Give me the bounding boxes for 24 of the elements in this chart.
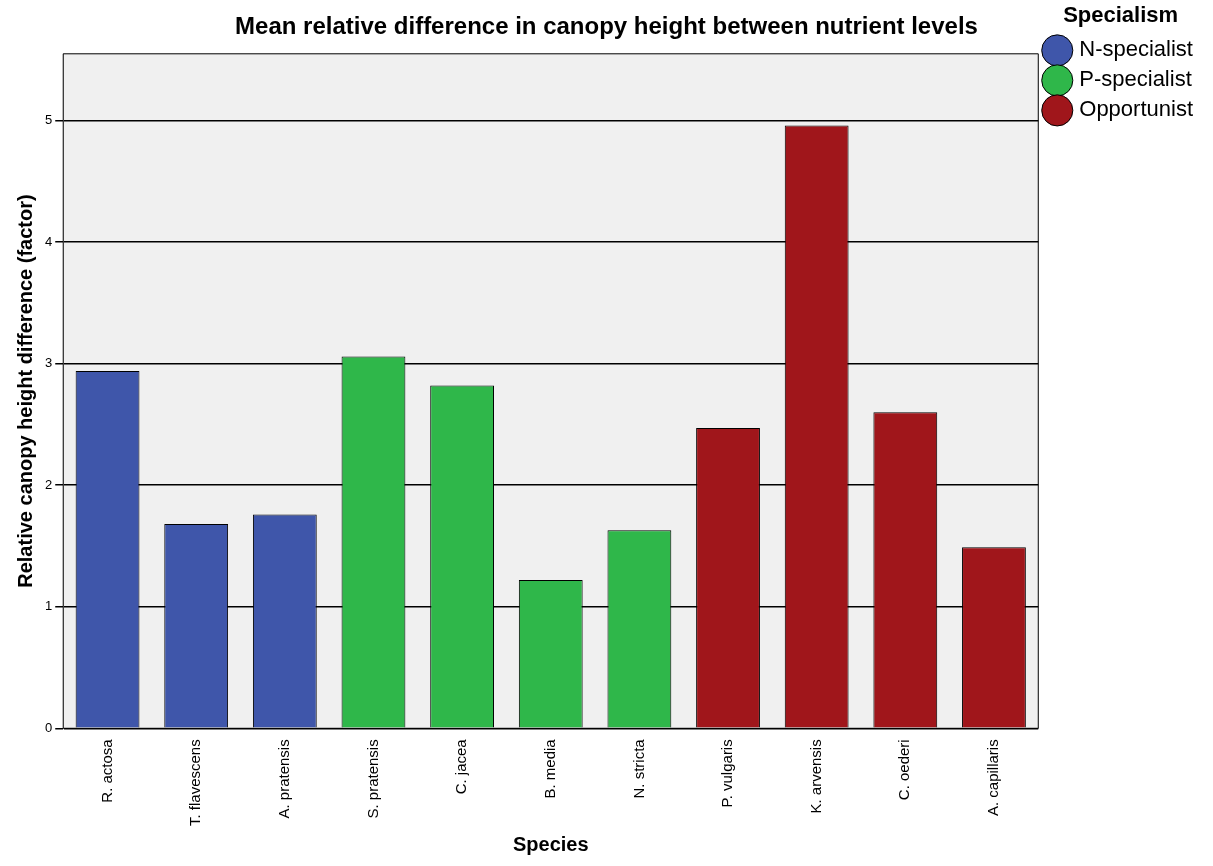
legend-label: N-specialist <box>1079 36 1193 62</box>
y-tick-label: 1 <box>45 598 53 614</box>
x-tick-label: N. stricta <box>629 738 647 799</box>
x-tick-label: B. media <box>540 738 558 799</box>
x-tick-label: C. oederi <box>895 739 913 801</box>
y-tick-label: 0 <box>45 719 53 735</box>
y-tick-label: 3 <box>45 355 53 371</box>
x-tick-label: K. arvensis <box>806 739 824 814</box>
y-tick-label: 4 <box>45 233 53 249</box>
chart-title: Mean relative difference in canopy height between nutrient levels <box>235 12 978 40</box>
x-axis-title: Species <box>512 832 589 855</box>
x-tick-label: A. capillaris <box>984 739 1002 816</box>
y-tick-label: 5 <box>45 112 53 128</box>
x-tick-label: R. actosa <box>97 738 115 803</box>
legend-label: P-specialist <box>1079 66 1192 92</box>
y-axis-title: Relative canopy height difference (factor) <box>13 194 36 588</box>
x-tick-label: S. pratensis <box>363 739 381 819</box>
legend-label: Opportunist <box>1079 96 1194 122</box>
x-tick-label: C. jacea <box>452 738 470 795</box>
y-tick-label: 2 <box>45 476 53 492</box>
x-tick-label: P. vulgaris <box>718 739 736 808</box>
x-tick-label: A. pratensis <box>274 739 292 819</box>
x-tick-label: T. flavescens <box>186 739 204 827</box>
legend-title: Specialism <box>1063 2 1179 28</box>
